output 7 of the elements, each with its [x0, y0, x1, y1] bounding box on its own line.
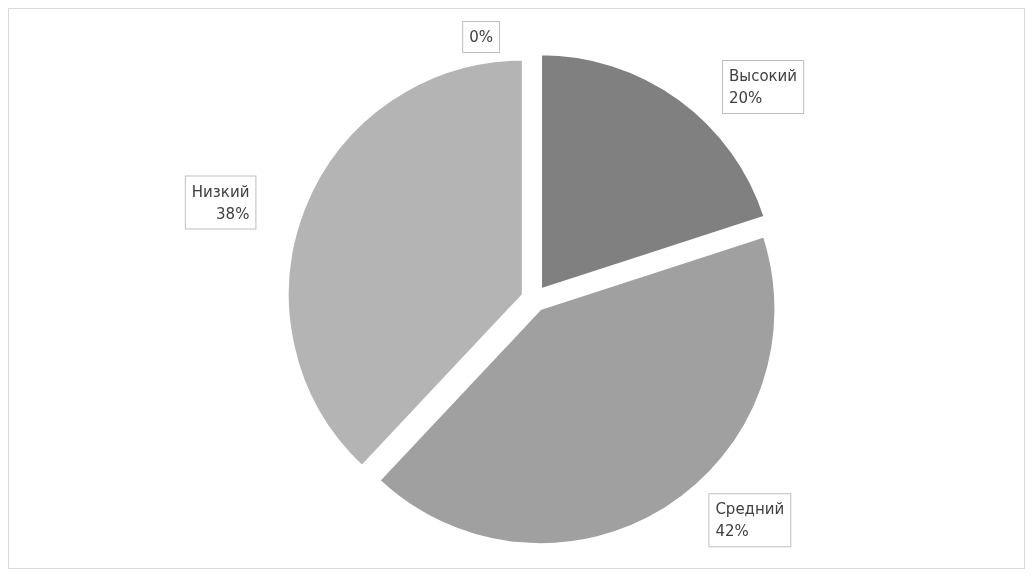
data-label: 20%	[729, 89, 763, 108]
data-label: 42%	[715, 522, 749, 541]
slice-label: Низкий	[191, 182, 250, 201]
text: 0%	[469, 28, 493, 46]
slice-label: Высокий	[729, 67, 798, 86]
data-label: 38%	[216, 204, 250, 223]
slice-label: Средний	[715, 500, 785, 519]
